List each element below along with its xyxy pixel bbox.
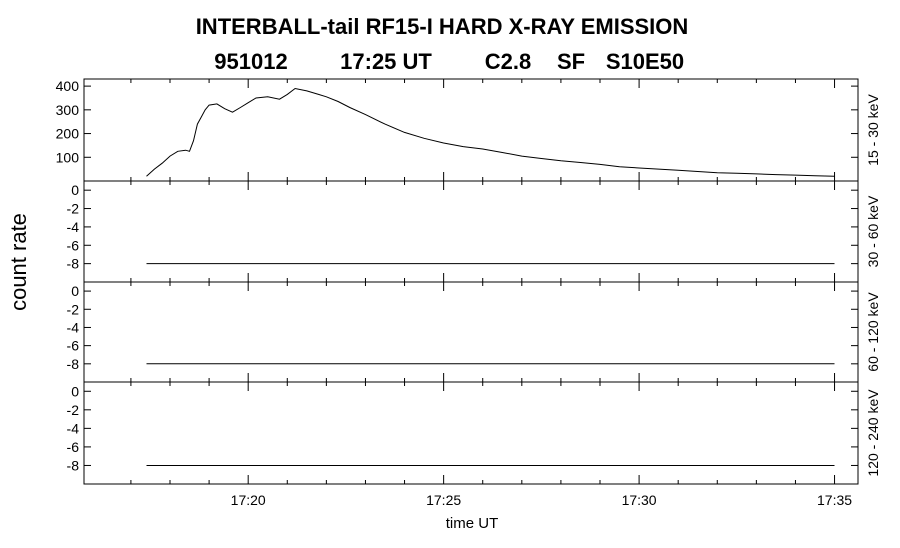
panel-2: -8 -6 -4 -2 0 30 - 60 keV bbox=[67, 180, 881, 283]
y-tick-label: 0 bbox=[71, 383, 79, 399]
x-tick-label: 17:30 bbox=[622, 492, 657, 508]
y-tick-label: -8 bbox=[67, 356, 80, 372]
chart-subtitle: 951012 17:25 UT C2.8 SF S10E50 bbox=[214, 49, 684, 74]
y-tick-label: -4 bbox=[67, 420, 80, 436]
band-label: 30 - 60 keV bbox=[865, 195, 881, 267]
y-axis-label: count rate bbox=[6, 213, 31, 311]
band-label: 15 - 30 keV bbox=[865, 94, 881, 166]
band-label: 120 - 240 keV bbox=[865, 389, 881, 477]
y-tick-label: 300 bbox=[56, 102, 80, 118]
y-tick-label: 0 bbox=[71, 283, 79, 299]
y-tick-label: -2 bbox=[67, 402, 80, 418]
x-tick-label: 17:20 bbox=[231, 492, 266, 508]
panel-frame bbox=[83, 281, 859, 383]
y-tick-label: -8 bbox=[67, 457, 80, 473]
panels: 100 200 300 400 15 - 30 keV -8 -6 -4 -2 0 30 - 60 … bbox=[56, 78, 881, 508]
y-tick-label: -4 bbox=[67, 219, 80, 235]
y-tick-label: -8 bbox=[67, 256, 80, 272]
chart-title: INTERBALL-tail RF15-I HARD X-RAY EMISSIO… bbox=[196, 14, 689, 39]
subtitle-date: 951012 bbox=[214, 49, 287, 74]
y-tick-label: -6 bbox=[67, 439, 80, 455]
y-tick-label: -2 bbox=[67, 201, 80, 217]
panel-3: -8 -6 -4 -2 0 60 - 120 keV bbox=[67, 281, 881, 383]
subtitle-time: 17:25 UT bbox=[340, 49, 432, 74]
y-tick-label: -2 bbox=[67, 301, 80, 317]
panel-1: 100 200 300 400 15 - 30 keV bbox=[56, 78, 881, 182]
series-line bbox=[146, 87, 835, 177]
y-tick-label: 400 bbox=[56, 78, 80, 94]
y-tick-label: 100 bbox=[56, 149, 80, 165]
panel-frame bbox=[83, 78, 859, 182]
panel-4: -8 -6 -4 -2 0 120 - 240 keV 17:20 17:25 17:30 17:… bbox=[67, 381, 881, 508]
x-tick-label: 17:25 bbox=[426, 492, 461, 508]
y-tick-label: -6 bbox=[67, 237, 80, 253]
x-tick-label: 17:35 bbox=[817, 492, 852, 508]
y-tick-label: -4 bbox=[67, 319, 80, 335]
y-tick-label: -6 bbox=[67, 338, 80, 354]
subtitle-type: SF bbox=[557, 49, 585, 74]
y-tick-label: 200 bbox=[56, 126, 80, 142]
subtitle-class: C2.8 bbox=[485, 49, 531, 74]
panel-frame bbox=[83, 180, 859, 283]
panel-frame bbox=[83, 381, 859, 485]
x-axis-label: time UT bbox=[446, 515, 499, 532]
band-label: 60 - 120 keV bbox=[865, 292, 881, 372]
y-tick-label: 0 bbox=[71, 182, 79, 198]
subtitle-location: S10E50 bbox=[606, 49, 684, 74]
